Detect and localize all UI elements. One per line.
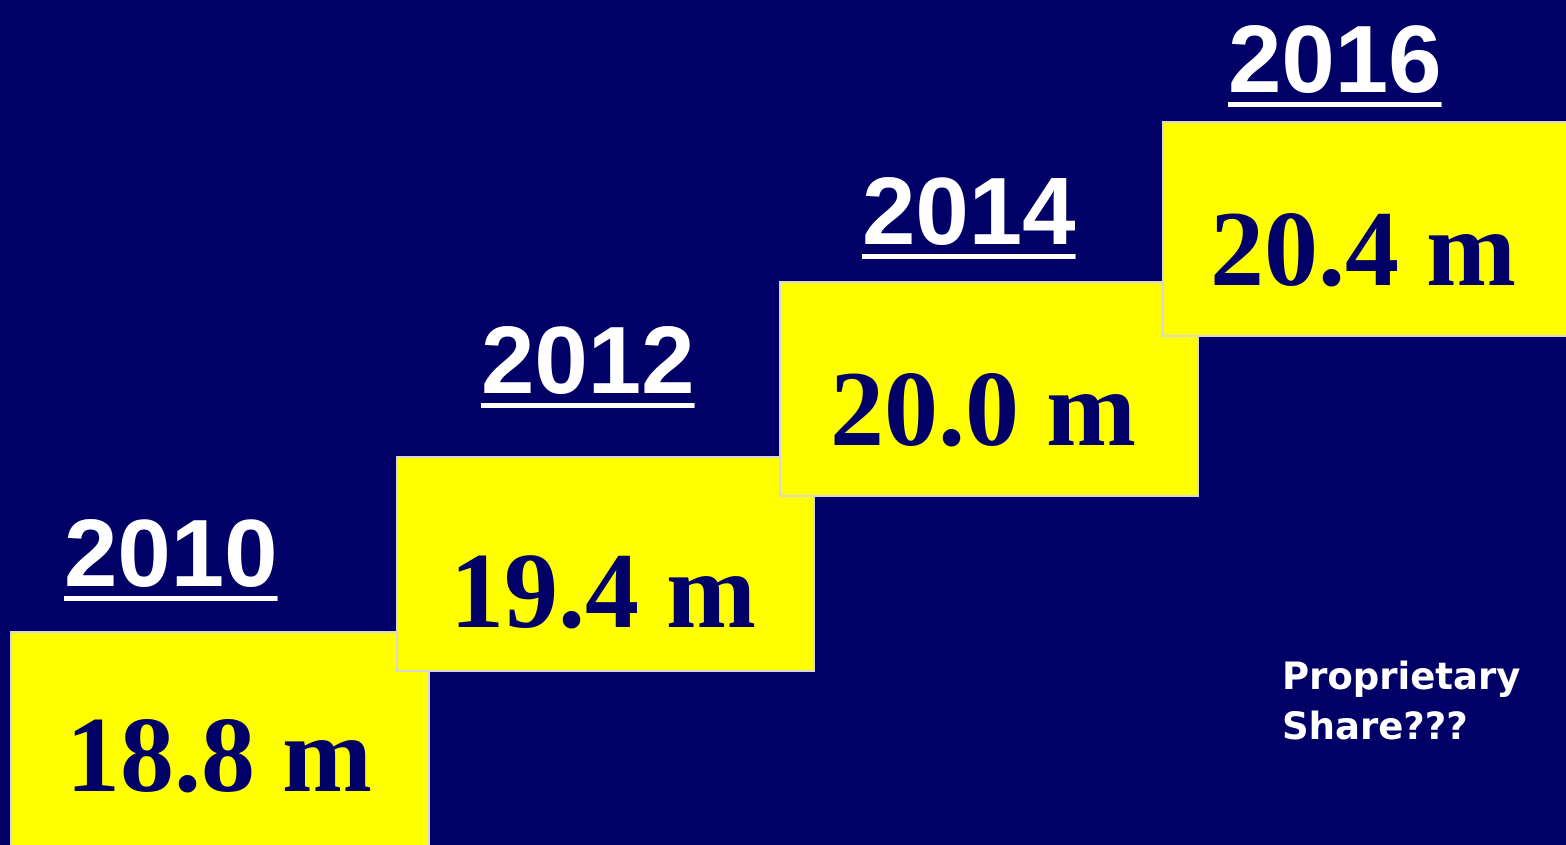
year-label-2014: 2014 (862, 158, 1076, 265)
value-text-2012: 19.4 m (450, 532, 756, 651)
value-box-2014 (779, 281, 1199, 497)
value-text-2010: 18.8 m (66, 696, 372, 815)
value-text-2014: 20.0 m (830, 350, 1136, 469)
note-line-2: Share??? (1282, 705, 1468, 748)
value-text-2016: 20.4 m (1210, 190, 1516, 309)
value-box-2012 (396, 456, 815, 672)
year-label-2012: 2012 (481, 307, 695, 414)
value-box-2010 (10, 631, 430, 845)
proprietary-share-note: Proprietary Share??? (1282, 652, 1520, 752)
year-label-2016: 2016 (1228, 6, 1442, 113)
note-line-1: Proprietary (1282, 655, 1521, 698)
value-box-2016 (1162, 121, 1566, 337)
year-label-2010: 2010 (64, 500, 278, 607)
